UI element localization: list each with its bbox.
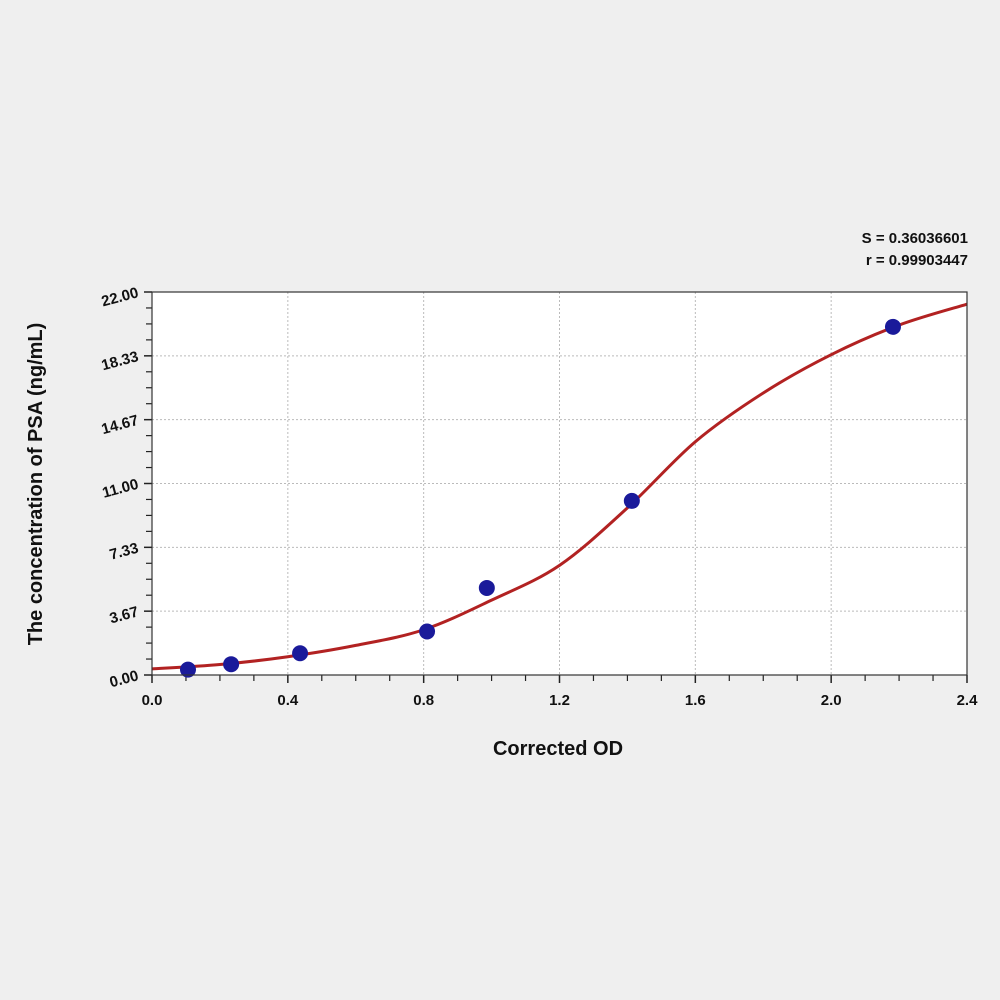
data-point — [223, 656, 240, 673]
x-tick-label: 1.2 — [549, 692, 570, 709]
data-point — [292, 645, 309, 662]
plot-frame — [151, 291, 968, 676]
x-tick-label: 0.4 — [277, 692, 299, 709]
x-tick-label: 0.8 — [413, 692, 434, 709]
x-tick-label: 2.4 — [957, 692, 979, 709]
s-statistic: S = 0.36036601 — [861, 230, 968, 247]
x-tick-label: 1.6 — [685, 692, 706, 709]
data-point — [478, 579, 495, 596]
x-tick-label: 0.0 — [142, 692, 163, 709]
y-tick-label: 7.33 — [108, 540, 141, 564]
r-statistic: r = 0.99903447 — [865, 252, 968, 269]
x-axis-label: Corrected OD — [493, 738, 623, 760]
data-point — [179, 661, 196, 678]
x-tick-label: 2.0 — [821, 692, 842, 709]
y-tick-label: 22.00 — [100, 284, 141, 310]
data-point — [419, 623, 436, 640]
y-tick-label: 3.67 — [108, 603, 141, 627]
y-axis-label: The concentration of PSA (ng/mL) — [25, 323, 47, 646]
y-tick-label: 11.00 — [100, 476, 140, 502]
fit-curve — [151, 302, 968, 671]
y-tick-label: 18.33 — [100, 348, 141, 374]
y-tick-label: 14.67 — [100, 412, 141, 438]
data-point — [884, 318, 901, 335]
data-point — [623, 492, 640, 509]
y-tick-label: 0.00 — [108, 667, 141, 691]
